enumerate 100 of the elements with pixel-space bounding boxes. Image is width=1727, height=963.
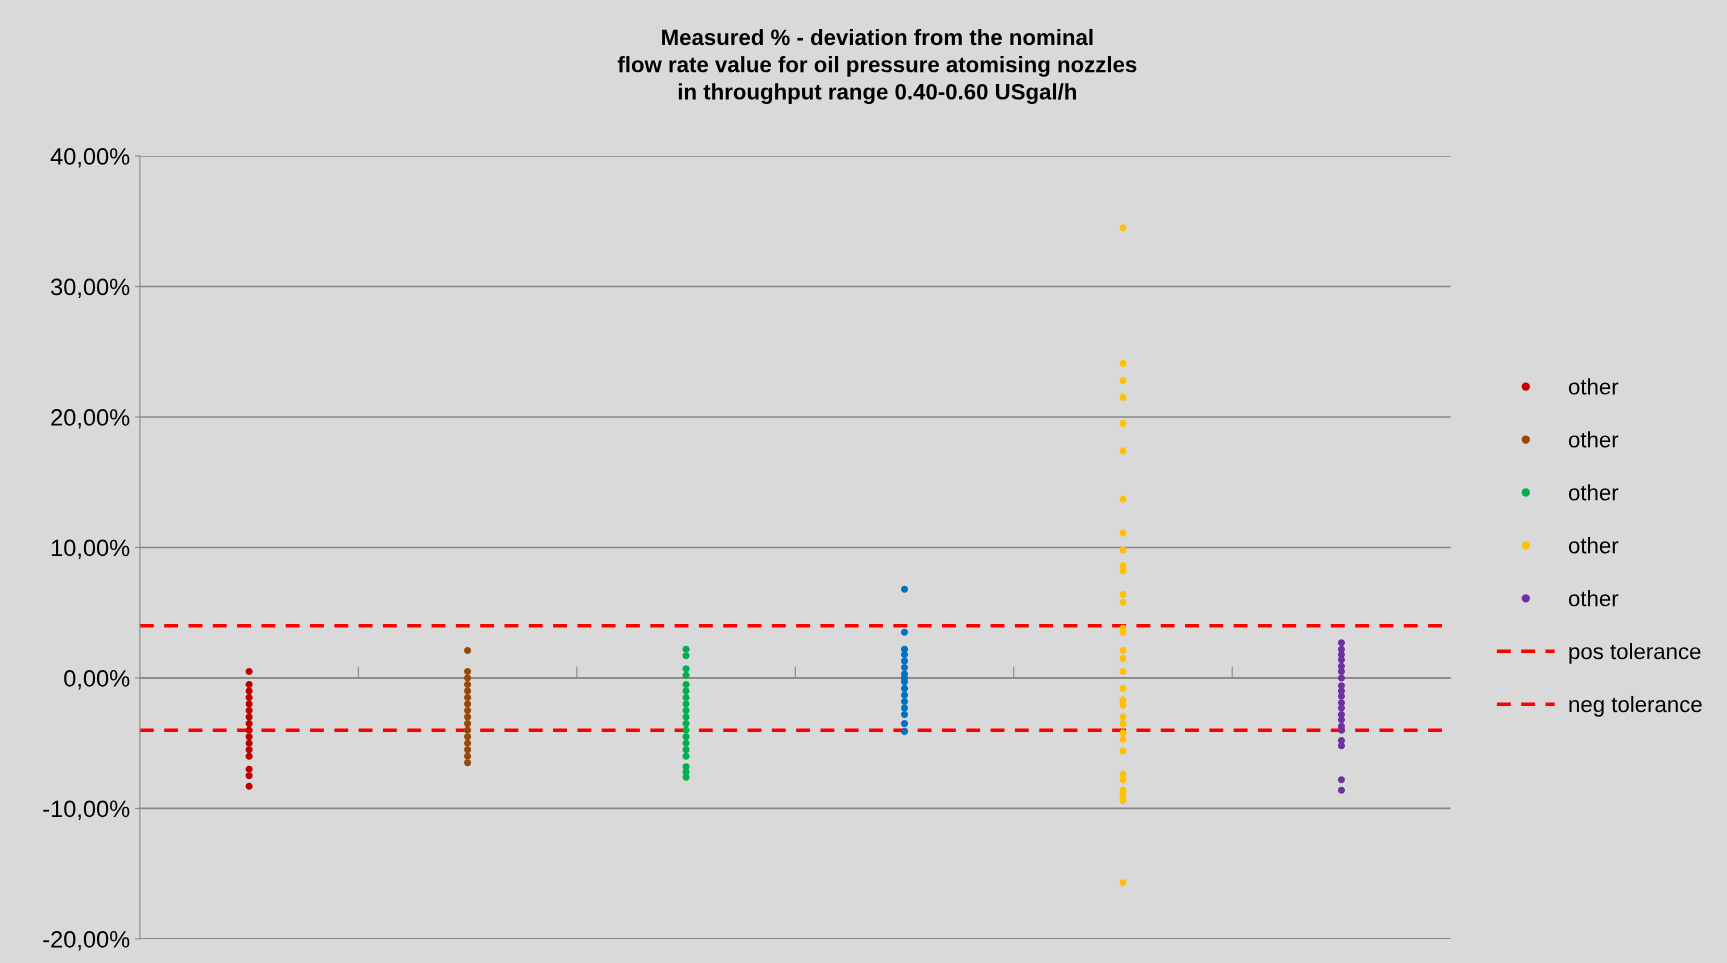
point	[1119, 359, 1127, 368]
point	[1337, 716, 1345, 724]
point	[245, 752, 253, 760]
point	[900, 663, 909, 672]
point	[1119, 879, 1127, 887]
point	[1337, 776, 1345, 784]
point	[900, 697, 909, 705]
point	[464, 687, 472, 695]
point	[1119, 654, 1127, 662]
point	[245, 782, 253, 790]
point	[900, 585, 909, 593]
point	[1119, 546, 1127, 554]
point	[1119, 224, 1127, 232]
point	[682, 693, 690, 702]
y-tick-label: 20,00%	[51, 409, 130, 429]
point	[464, 733, 472, 741]
point	[1119, 529, 1127, 537]
point	[245, 746, 253, 754]
point	[245, 726, 253, 734]
point	[1119, 720, 1127, 728]
point	[900, 684, 909, 692]
point	[1119, 729, 1127, 737]
point	[464, 739, 472, 747]
point	[1337, 639, 1345, 647]
point	[245, 707, 253, 715]
point	[1119, 701, 1127, 709]
point	[682, 739, 690, 747]
point	[245, 680, 253, 689]
point	[245, 687, 253, 695]
legend-label: neg tolerance	[1569, 695, 1702, 717]
point	[464, 700, 472, 708]
y-tick-label: -10,00%	[43, 800, 130, 821]
point	[464, 647, 472, 655]
point	[464, 726, 472, 734]
point	[245, 765, 253, 773]
point	[1119, 590, 1127, 598]
point	[464, 759, 472, 767]
legend-label: other	[1568, 378, 1619, 395]
point	[682, 645, 690, 653]
point	[1119, 667, 1127, 675]
legend-label: pos tolerance	[1569, 642, 1701, 664]
point	[464, 752, 472, 760]
point	[900, 704, 909, 712]
point	[1337, 656, 1345, 664]
point	[464, 707, 472, 715]
point	[900, 727, 909, 735]
y-tick-label: 30,00%	[50, 278, 130, 299]
point	[245, 693, 253, 702]
point	[1119, 393, 1127, 401]
point	[1119, 797, 1127, 805]
point	[464, 667, 472, 675]
point	[1337, 742, 1345, 750]
point	[900, 678, 909, 686]
point	[682, 680, 690, 689]
point	[682, 671, 690, 679]
point	[1119, 684, 1127, 692]
point	[245, 713, 253, 721]
legend-label: other	[1568, 590, 1619, 607]
point	[245, 733, 253, 741]
point	[1119, 647, 1127, 655]
point	[245, 700, 253, 708]
point	[245, 739, 253, 747]
point	[464, 746, 472, 754]
point	[900, 710, 909, 719]
y-tick-label: 10,00%	[51, 539, 130, 560]
legend-label: other	[1568, 431, 1619, 448]
point	[464, 674, 472, 682]
point	[682, 652, 690, 660]
point	[464, 693, 472, 702]
y-tick-label: 0,00%	[64, 670, 130, 690]
point	[1119, 495, 1127, 503]
point	[1119, 598, 1127, 606]
point	[464, 720, 472, 728]
point	[245, 772, 253, 780]
point	[245, 667, 253, 675]
point	[1119, 567, 1127, 575]
point	[464, 680, 472, 689]
point	[682, 726, 690, 734]
point	[900, 720, 909, 728]
legend-label: other	[1568, 537, 1619, 554]
point	[682, 665, 690, 673]
point	[1119, 419, 1127, 428]
point	[464, 713, 472, 721]
point	[1119, 447, 1127, 455]
point	[900, 691, 909, 699]
point	[1337, 704, 1345, 712]
point	[1337, 692, 1345, 700]
point	[682, 720, 690, 728]
point	[1337, 674, 1345, 682]
point	[1119, 376, 1127, 384]
y-tick-label: 40,00%	[50, 148, 130, 168]
point	[900, 628, 909, 636]
point	[682, 707, 690, 715]
point	[245, 720, 253, 728]
point	[1337, 786, 1345, 794]
chart-title: Measured % - deviation from the nominal flow rate value for oil pressure atomising nozzles in throughput range 0.40-0.60 USgal/h	[617, 28, 1137, 105]
legend-label: other	[1568, 484, 1619, 501]
point	[682, 733, 690, 741]
point	[1119, 735, 1127, 743]
point	[682, 773, 690, 781]
